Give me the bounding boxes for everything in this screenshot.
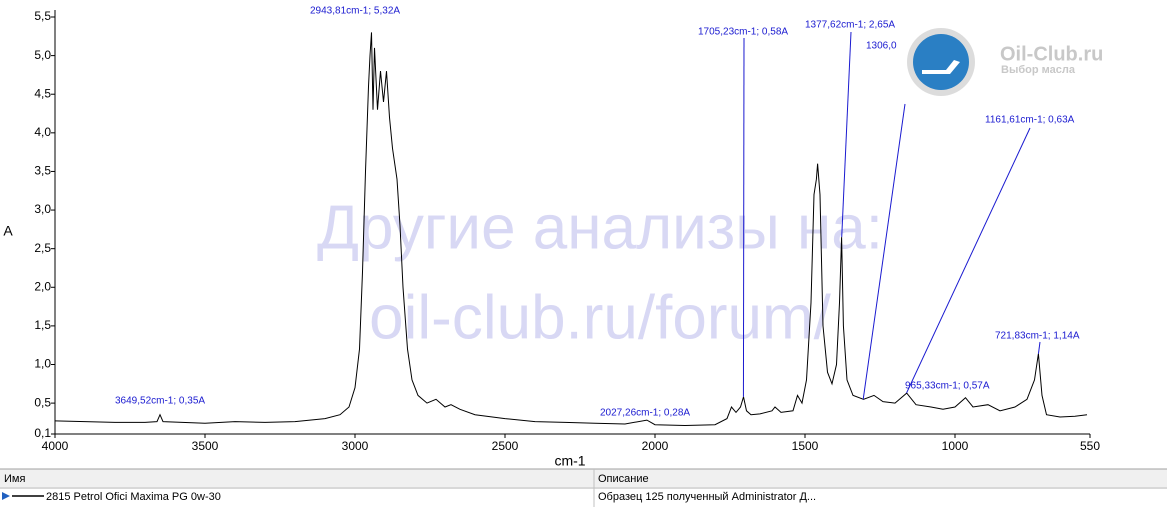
spectrum-line <box>54 32 1088 427</box>
y-tick-label: 2,5 <box>34 241 51 255</box>
x-axis-label: cm-1 <box>554 453 585 469</box>
x-tick-label: 2500 <box>492 439 519 453</box>
annotation-label: 721,83cm-1; 1,14A <box>995 331 1080 342</box>
annotation-label: 1377,62cm-1; 2,65A <box>805 20 895 31</box>
annotation-leader <box>742 37 745 397</box>
logo-subtitle: Выбор масла <box>1001 64 1076 76</box>
logo: Oil-Club.ru Выбор масла <box>907 28 1103 96</box>
annotation-label: 3649,52cm-1; 0,35A <box>115 396 205 407</box>
y-tick-label: 2,0 <box>34 279 51 293</box>
annotation-leader <box>862 103 906 400</box>
x-tick-label: 4000 <box>42 439 69 453</box>
logo-icon <box>922 60 960 74</box>
y-tick-label: 0,5 <box>34 395 51 409</box>
y-tick-label: 1,0 <box>34 357 51 371</box>
annotation-label: 965,33cm-1; 0,57A <box>905 381 990 392</box>
row-pointer <box>2 492 10 500</box>
table-cell: Образец 125 полученный Administrator Д..… <box>598 491 816 503</box>
y-tick-label: 4,0 <box>34 125 51 139</box>
y-tick-label: 0,1 <box>34 426 51 440</box>
y-tick-label: 5,0 <box>34 48 51 62</box>
watermark: oil-club.ru/forum/ <box>369 283 831 352</box>
column-header: Имя <box>4 473 25 485</box>
annotation-label: 2027,26cm-1; 0,28A <box>600 408 690 419</box>
annotation-leader <box>841 31 852 238</box>
x-tick-label: 3500 <box>192 439 219 453</box>
annotation-leader <box>906 127 1031 394</box>
y-axis-label: A <box>3 223 13 239</box>
table-cell: 2815 Petrol Ofici Maxima PG 0w-30 <box>46 491 221 503</box>
annotation-label: 1161,61cm-1; 0,63A <box>985 115 1075 126</box>
y-tick-label: 5,5 <box>34 9 51 23</box>
x-tick-label: 1000 <box>942 439 969 453</box>
y-tick-label: 3,5 <box>34 164 51 178</box>
x-tick-label: 550 <box>1080 439 1100 453</box>
y-tick-label: 4,5 <box>34 86 51 100</box>
y-tick-label: 3,0 <box>34 202 51 216</box>
table-row[interactable] <box>0 489 1167 507</box>
annotation-label: 2943,81cm-1; 5,32A <box>310 6 400 17</box>
y-tick-label: 1,5 <box>34 318 51 332</box>
annotation-leader <box>1037 341 1041 354</box>
logo-title: Oil-Club.ru <box>1000 43 1103 65</box>
watermark: Другие анализы на: <box>317 193 883 262</box>
x-tick-label: 2000 <box>642 439 669 453</box>
x-tick-label: 1500 <box>792 439 819 453</box>
logo-badge <box>913 34 969 90</box>
annotation-label: 1306,0 <box>866 41 897 52</box>
x-tick-label: 3000 <box>342 439 369 453</box>
column-header: Описание <box>598 473 649 485</box>
annotation-label: 1705,23cm-1; 0,58A <box>698 27 788 38</box>
